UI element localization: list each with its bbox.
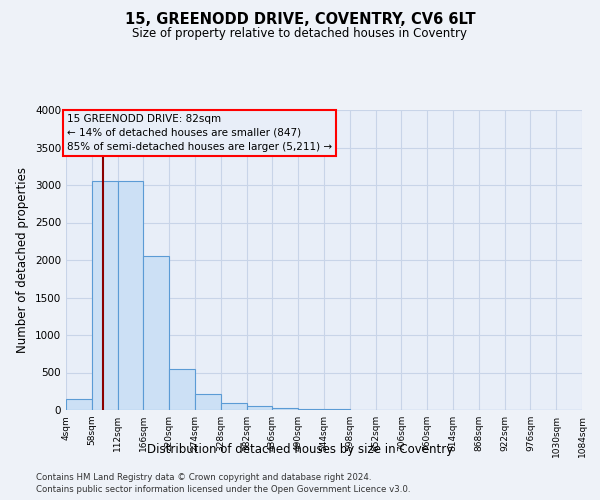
Bar [169,369,195,410]
Text: 15, GREENODD DRIVE, COVENTRY, CV6 6LT: 15, GREENODD DRIVE, COVENTRY, CV6 6LT [125,12,475,28]
Bar [247,406,272,410]
Text: Contains HM Land Registry data © Crown copyright and database right 2024.: Contains HM Land Registry data © Crown c… [36,472,371,482]
Text: Distribution of detached houses by size in Coventry: Distribution of detached houses by size … [147,442,453,456]
Text: Size of property relative to detached houses in Coventry: Size of property relative to detached ho… [133,28,467,40]
Text: 15 GREENODD DRIVE: 82sqm
← 14% of detached houses are smaller (847)
85% of semi-: 15 GREENODD DRIVE: 82sqm ← 14% of detach… [67,114,332,152]
Bar [118,181,143,410]
Text: Contains public sector information licensed under the Open Government Licence v3: Contains public sector information licen… [36,485,410,494]
Y-axis label: Number of detached properties: Number of detached properties [16,167,29,353]
Bar [92,181,118,410]
Bar [272,408,298,410]
Bar [324,409,350,410]
Bar [195,394,221,410]
Bar [298,408,324,410]
Bar [66,399,92,410]
Bar [221,402,247,410]
Bar [143,256,169,410]
